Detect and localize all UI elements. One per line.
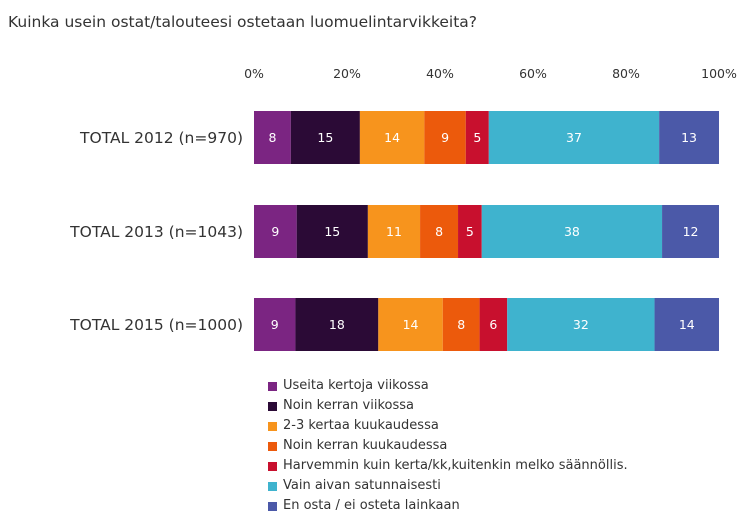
bar-segment bbox=[424, 111, 466, 164]
data-label: 8 bbox=[435, 224, 443, 239]
data-label: 32 bbox=[573, 317, 589, 332]
bars: 8 15 14 9 5 37 13 9 15 11 8 5 38 12 9 18 14 8 6 32 14 bbox=[254, 111, 719, 351]
category-labels: TOTAL 2012 (n=970) TOTAL 2013 (n=1043) TOT… bbox=[69, 129, 243, 334]
bar-segment bbox=[654, 298, 719, 351]
data-label: 12 bbox=[683, 224, 699, 239]
bar-segment bbox=[442, 298, 480, 351]
legend-entry: 2-3 kertaa kuukaudessa bbox=[268, 416, 628, 436]
data-label: 37 bbox=[566, 130, 582, 145]
category-label: TOTAL 2013 (n=1043) bbox=[69, 223, 243, 241]
x-tick-label: 100% bbox=[701, 66, 737, 81]
category-label: TOTAL 2015 (n=1000) bbox=[69, 316, 243, 334]
data-label: 14 bbox=[384, 130, 400, 145]
legend-label: En osta / ei osteta lainkaan bbox=[283, 498, 460, 513]
bar-segment bbox=[254, 205, 297, 258]
legend-label: Useita kertoja viikossa bbox=[283, 378, 429, 393]
data-label: 14 bbox=[403, 317, 419, 332]
data-label: 5 bbox=[473, 130, 481, 145]
legend-label: Vain aivan satunnaisesti bbox=[283, 478, 441, 493]
bar-segment bbox=[465, 111, 489, 164]
legend-swatch bbox=[268, 481, 277, 491]
legend-swatch bbox=[268, 461, 277, 471]
data-label: 38 bbox=[564, 224, 580, 239]
data-label: 11 bbox=[386, 224, 402, 239]
data-label: 14 bbox=[679, 317, 695, 332]
data-label: 9 bbox=[271, 224, 279, 239]
bar-segment bbox=[662, 205, 719, 258]
legend-entry: Vain aivan satunnaisesti bbox=[268, 476, 628, 496]
legend-swatch bbox=[268, 421, 277, 431]
legend-label: Harvemmin kuin kerta/kk,kuitenkin melko … bbox=[283, 458, 628, 473]
legend-entry: Noin kerran viikossa bbox=[268, 396, 628, 416]
bar-row: 8 15 14 9 5 37 13 bbox=[254, 111, 719, 164]
bar-segment bbox=[359, 111, 425, 164]
legend-entry: Harvemmin kuin kerta/kk,kuitenkin melko … bbox=[268, 456, 628, 476]
bar-segment bbox=[290, 111, 360, 164]
x-tick-label: 60% bbox=[519, 66, 547, 81]
bar-segment bbox=[254, 111, 291, 164]
bar-segment bbox=[378, 298, 443, 351]
data-label: 9 bbox=[271, 317, 279, 332]
legend-label: Noin kerran viikossa bbox=[283, 398, 414, 413]
bar-segment bbox=[254, 298, 296, 351]
data-label: 15 bbox=[317, 130, 333, 145]
x-tick-label: 80% bbox=[612, 66, 640, 81]
legend-swatch bbox=[268, 381, 277, 391]
data-label: 8 bbox=[268, 130, 276, 145]
bar-segment bbox=[488, 111, 660, 164]
legend-swatch bbox=[268, 441, 277, 451]
data-label: 6 bbox=[489, 317, 497, 332]
bar-segment bbox=[458, 205, 482, 258]
legend-label: 2-3 kertaa kuukaudessa bbox=[283, 418, 439, 433]
data-label: 13 bbox=[681, 130, 697, 145]
data-label: 9 bbox=[441, 130, 449, 145]
legend-entry: En osta / ei osteta lainkaan bbox=[268, 496, 628, 516]
bar-segment bbox=[479, 298, 508, 351]
bar-row: 9 18 14 8 6 32 14 bbox=[254, 298, 719, 351]
x-tick-label: 20% bbox=[333, 66, 361, 81]
bar-segment bbox=[481, 205, 663, 258]
legend-swatch bbox=[268, 401, 277, 411]
legend-entry: Noin kerran kuukaudessa bbox=[268, 436, 628, 456]
data-label: 5 bbox=[466, 224, 474, 239]
legend-label: Noin kerran kuukaudessa bbox=[283, 438, 448, 453]
category-label: TOTAL 2012 (n=970) bbox=[79, 129, 243, 147]
data-label: 15 bbox=[324, 224, 340, 239]
bar-segment bbox=[420, 205, 459, 258]
bar-segment bbox=[296, 205, 368, 258]
bar-row: 9 15 11 8 5 38 12 bbox=[254, 205, 719, 258]
bar-segment bbox=[295, 298, 379, 351]
x-axis: 0% 20% 40% 60% 80% 100% bbox=[244, 66, 737, 81]
legend: Useita kertoja viikossa Noin kerran viiko… bbox=[268, 376, 628, 516]
legend-entry: Useita kertoja viikossa bbox=[268, 376, 628, 396]
x-tick-label: 40% bbox=[426, 66, 454, 81]
bar-segment bbox=[507, 298, 655, 351]
bar-segment bbox=[659, 111, 719, 164]
chart-title: Kuinka usein ostat/talouteesi ostetaan l… bbox=[8, 13, 478, 31]
x-tick-label: 0% bbox=[244, 66, 264, 81]
data-label: 8 bbox=[457, 317, 465, 332]
bar-segment bbox=[367, 205, 421, 258]
data-label: 18 bbox=[329, 317, 345, 332]
legend-swatch bbox=[268, 501, 277, 511]
